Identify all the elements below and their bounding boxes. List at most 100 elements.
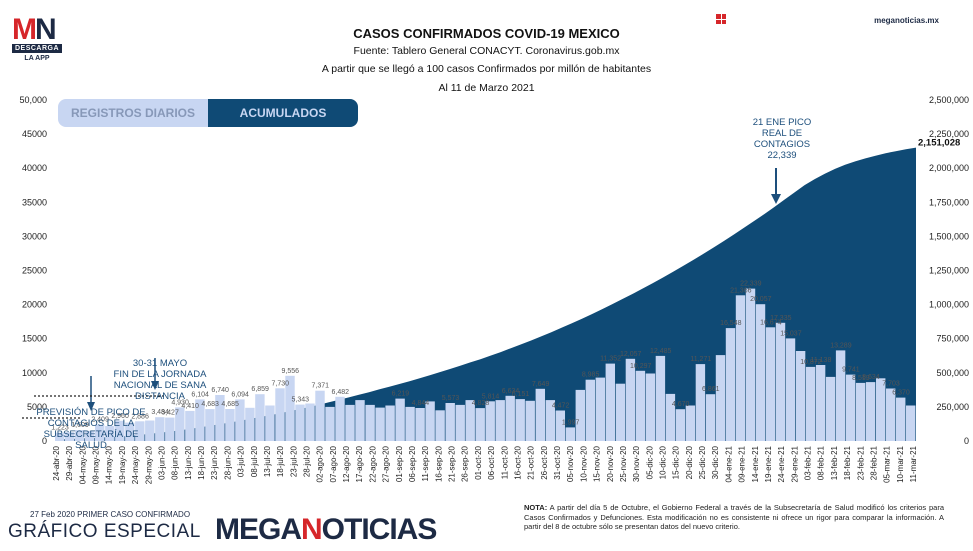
chart-title: CASOS CONFIRMADOS COVID-19 MEXICO [353,26,620,41]
x-tick-label: 23-jun-20 [210,445,219,479]
daily-bar [685,405,696,441]
chart-subtitle-2: A partir que se llegó a 100 casos Confir… [321,63,652,75]
x-tick-label: 13-feb-21 [830,445,839,480]
x-tick-label: 21-oct-20 [527,445,536,479]
x-tick-label: 18-feb-21 [843,445,852,480]
bar-value-label: 16,548 [720,320,742,327]
site-url[interactable]: meganoticias.mx [874,16,939,25]
daily-bar [475,408,485,441]
x-tick-label: 08-jul-20 [250,445,259,477]
daily-bar [725,328,736,441]
bar-value-label: 8,634 [862,374,880,381]
bar-value-label: 21,366 [730,287,752,294]
daily-bar [375,407,385,441]
daily-bar [785,338,796,441]
x-tick-label: 30-nov-20 [632,445,641,482]
x-tick-label: 28-feb-21 [869,445,878,480]
x-tick-label: 12-ago-20 [342,445,351,482]
bar-value-label: 11,352 [600,356,621,363]
y-tick-left: 50,000 [19,95,47,105]
cumulative-last-label: 2,151,028 [918,138,960,149]
daily-bar [115,420,125,441]
x-tick-label: 08-jun-20 [171,445,180,479]
daily-bar [445,403,455,441]
meganoticias-logo[interactable]: MN DESCARGA LA APP [12,13,62,62]
daily-bar [425,401,435,441]
bar-value-label: 5,814 [482,393,500,400]
y-tick-right: 250,000 [936,402,969,412]
daily-bar [635,370,646,441]
bar-value-label: 6,094 [231,391,249,398]
daily-bar [715,355,726,441]
bar-value-label: 15,037 [780,330,802,337]
bar-value-label: 7,371 [312,383,330,390]
daily-bar [795,351,806,441]
y-tick-left: 30000 [22,231,47,241]
bar-value-label: 8,519 [852,375,870,382]
grid-icon[interactable] [716,14,726,24]
bar-value-label: 4,828 [472,400,490,407]
x-tick-label: 19-ene-21 [764,445,773,482]
bar-value-label: 22,339 [740,281,762,288]
daily-bar [235,399,245,441]
y-tick-left: 5000 [27,402,47,412]
bar-value-label: 2,960 [111,413,129,420]
x-tick-label: 03-jun-20 [158,445,167,479]
daily-bar [906,405,916,441]
x-tick-label: 05-mar-21 [883,445,892,482]
bar-value-label: 11,271 [690,356,711,363]
brand-part-c: OTICIAS [321,513,438,546]
daily-bar [775,322,786,441]
x-tick-label: 06-oct-20 [487,445,496,479]
daily-bar [285,375,295,441]
logo-descarga: DESCARGA [12,44,62,53]
daily-bar [215,395,225,441]
daily-bar [515,399,525,441]
x-tick-label: 24-may-20 [131,445,140,484]
daily-bar [665,393,676,441]
x-tick-label: 11-sep-20 [421,445,430,481]
y-tick-right: 2,250,000 [929,129,969,139]
daily-bar [565,427,576,441]
x-tick-label: 10-mar-21 [896,445,905,482]
x-tick-label: 09-may-20 [92,445,101,484]
daily-bar [645,373,656,441]
bar-value-label: 6,740 [211,387,229,394]
daily-bars [55,288,916,441]
daily-bar [495,400,505,441]
y-tick-left: 10000 [22,368,47,378]
x-tick-label: 01-sep-20 [395,445,404,482]
daily-bar [345,404,355,441]
x-tick-label: 11-oct-20 [500,445,509,479]
x-tick-label: 06-sep-20 [408,445,417,482]
bar-value-label: 6,482 [332,389,350,396]
x-tick-label: 20-dic-20 [685,445,694,479]
y-tick-left: 15000 [22,334,47,344]
x-tick-label: 09-ene-21 [738,445,747,482]
daily-bar [855,382,866,441]
y-tick-right: 2,500,000 [929,95,969,105]
tab-registros-diarios[interactable]: REGISTROS DIARIOS [58,99,208,127]
logo-letter-n: N [35,13,57,46]
bar-value-label: 9,556 [282,368,300,375]
y-tick-right: 1,750,000 [929,197,969,207]
x-tick-label: 05-dic-20 [645,445,654,479]
daily-bar [305,403,315,441]
x-tick-label: 07-ago-20 [329,445,338,482]
daily-bar [325,406,335,441]
daily-bar [675,409,686,441]
x-tick-label: 15-dic-20 [672,445,681,479]
daily-bar [876,378,886,441]
daily-bar [265,405,275,441]
annotation-peak: 21 ENE PICO REAL DE CONTAGIOS 22,339 [752,117,812,161]
daily-bar [435,410,445,441]
daily-bar [845,374,856,441]
bar-value-label: 4,670 [672,401,690,408]
annotation-lines [22,168,781,419]
daily-bar [155,417,165,441]
x-tick-label: 11-mar-21 [909,445,918,482]
daily-bar [465,400,475,441]
tab-acumulados[interactable]: ACUMULADOS [208,99,358,127]
daily-bar [405,406,415,441]
